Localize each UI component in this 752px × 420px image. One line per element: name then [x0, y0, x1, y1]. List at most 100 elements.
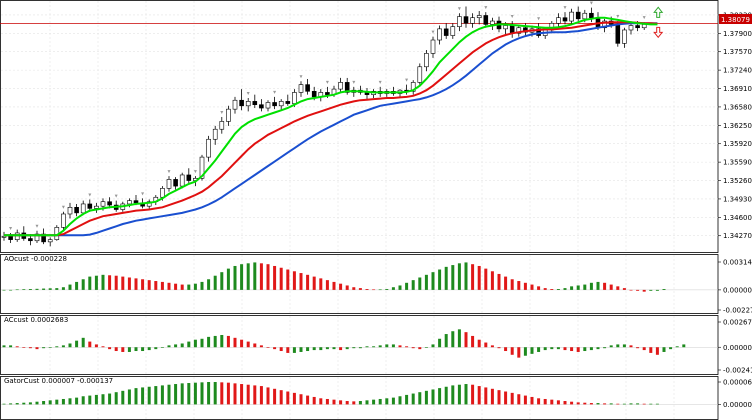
- histogram-bar: [583, 402, 587, 405]
- histogram-bar: [378, 345, 382, 348]
- histogram-bar: [629, 403, 633, 405]
- histogram-bar: [121, 347, 125, 352]
- y-tick-label: 0.0026781: [723, 319, 752, 327]
- histogram-bar: [48, 400, 52, 405]
- histogram-bar: [299, 347, 303, 352]
- histogram-bar: [55, 346, 59, 348]
- histogram-bar: [259, 345, 263, 348]
- gator-title: GatorCust 0.000007 -0.000137: [4, 377, 113, 385]
- histogram-bar: [372, 399, 376, 405]
- candle-body: [589, 12, 594, 19]
- histogram-bar: [332, 281, 336, 290]
- histogram-bar: [418, 347, 422, 350]
- candle-body: [503, 25, 508, 30]
- histogram-bar: [187, 383, 191, 405]
- histogram-bar: [15, 289, 19, 291]
- histogram-bar: [438, 388, 442, 405]
- histogram-bar: [438, 269, 442, 290]
- histogram-bar: [444, 266, 448, 290]
- y-tick-label: 1.35920: [723, 140, 752, 148]
- fractal-marker: [9, 226, 13, 230]
- fractal-marker: [405, 78, 409, 82]
- histogram-bar: [88, 395, 92, 405]
- histogram-bar: [517, 281, 521, 290]
- candle-body: [635, 25, 640, 29]
- fractal-marker: [61, 205, 65, 209]
- histogram-bar: [160, 385, 164, 405]
- histogram-bar: [292, 392, 296, 405]
- histogram-bar: [292, 347, 296, 353]
- histogram-bar: [444, 334, 448, 348]
- histogram-bar: [246, 263, 250, 290]
- histogram-bar: [570, 401, 574, 405]
- histogram-bar: [220, 272, 224, 290]
- histogram-bar: [220, 334, 224, 348]
- histogram-bar: [583, 284, 587, 290]
- candle-body: [100, 201, 106, 207]
- histogram-bar: [127, 389, 131, 405]
- histogram-bar: [609, 284, 613, 290]
- histogram-bar: [35, 401, 39, 405]
- ao-title: AOcust -0.000228: [4, 255, 67, 263]
- histogram-bar: [424, 390, 428, 405]
- histogram-bar: [438, 338, 442, 348]
- histogram-bar: [207, 336, 211, 348]
- histogram-bar: [372, 289, 376, 291]
- histogram-bar: [88, 341, 92, 348]
- histogram-bar: [603, 347, 607, 349]
- candle-body: [344, 82, 350, 93]
- histogram-bar: [325, 398, 329, 405]
- histogram-bar: [15, 346, 19, 348]
- histogram-bar: [563, 288, 567, 290]
- histogram-bar: [497, 273, 501, 290]
- histogram-bar: [457, 384, 461, 405]
- histogram-bar: [589, 282, 593, 290]
- candle-body: [470, 17, 475, 24]
- histogram-bar: [266, 387, 270, 405]
- candle-body: [424, 53, 429, 68]
- candle-body: [272, 102, 277, 107]
- candle-body: [562, 17, 568, 22]
- histogram-bar: [636, 347, 640, 349]
- histogram-bar: [431, 272, 435, 290]
- histogram-bar: [48, 347, 52, 348]
- ao-indicator-panel: AOcust -0.000228 0.003148 0.000000 -0.0022…: [1, 255, 752, 315]
- histogram-bar: [464, 384, 468, 405]
- histogram-bar: [75, 281, 79, 290]
- fractal-marker: [616, 15, 620, 19]
- histogram-bar: [339, 283, 343, 290]
- histogram-bar: [398, 285, 402, 290]
- histogram-bar: [629, 345, 633, 348]
- histogram-bar: [134, 388, 138, 405]
- candle-body: [463, 16, 469, 24]
- histogram-bar: [649, 403, 653, 405]
- histogram-bar: [22, 347, 26, 348]
- histogram-bar: [510, 347, 514, 355]
- y-tick-label: 0.000000: [723, 286, 752, 294]
- histogram-bar: [68, 398, 72, 405]
- histogram-bar: [94, 394, 98, 405]
- candle-body: [127, 200, 132, 205]
- histogram-bar: [372, 346, 376, 348]
- candle-body: [298, 84, 304, 93]
- histogram-bar: [253, 343, 257, 348]
- candle-body: [186, 174, 192, 181]
- fractal-marker: [431, 30, 435, 34]
- gator-indicator-panel: GatorCust 0.000007 -0.000137 0.000066 0.0…: [1, 377, 752, 409]
- histogram-bar: [411, 280, 415, 290]
- candle-body: [199, 156, 205, 179]
- histogram-bar: [345, 401, 349, 405]
- histogram-bar: [655, 403, 659, 405]
- histogram-bar: [75, 340, 79, 348]
- histogram-bar: [28, 289, 32, 290]
- histogram-bar: [101, 346, 105, 348]
- panel-frame: [0, 315, 719, 375]
- histogram-bar: [273, 347, 277, 350]
- histogram-bar: [655, 289, 659, 291]
- histogram-bar: [207, 382, 211, 405]
- histogram-bar: [339, 400, 343, 405]
- histogram-bar: [147, 386, 151, 405]
- histogram-bar: [240, 384, 244, 405]
- candle-body: [28, 238, 33, 242]
